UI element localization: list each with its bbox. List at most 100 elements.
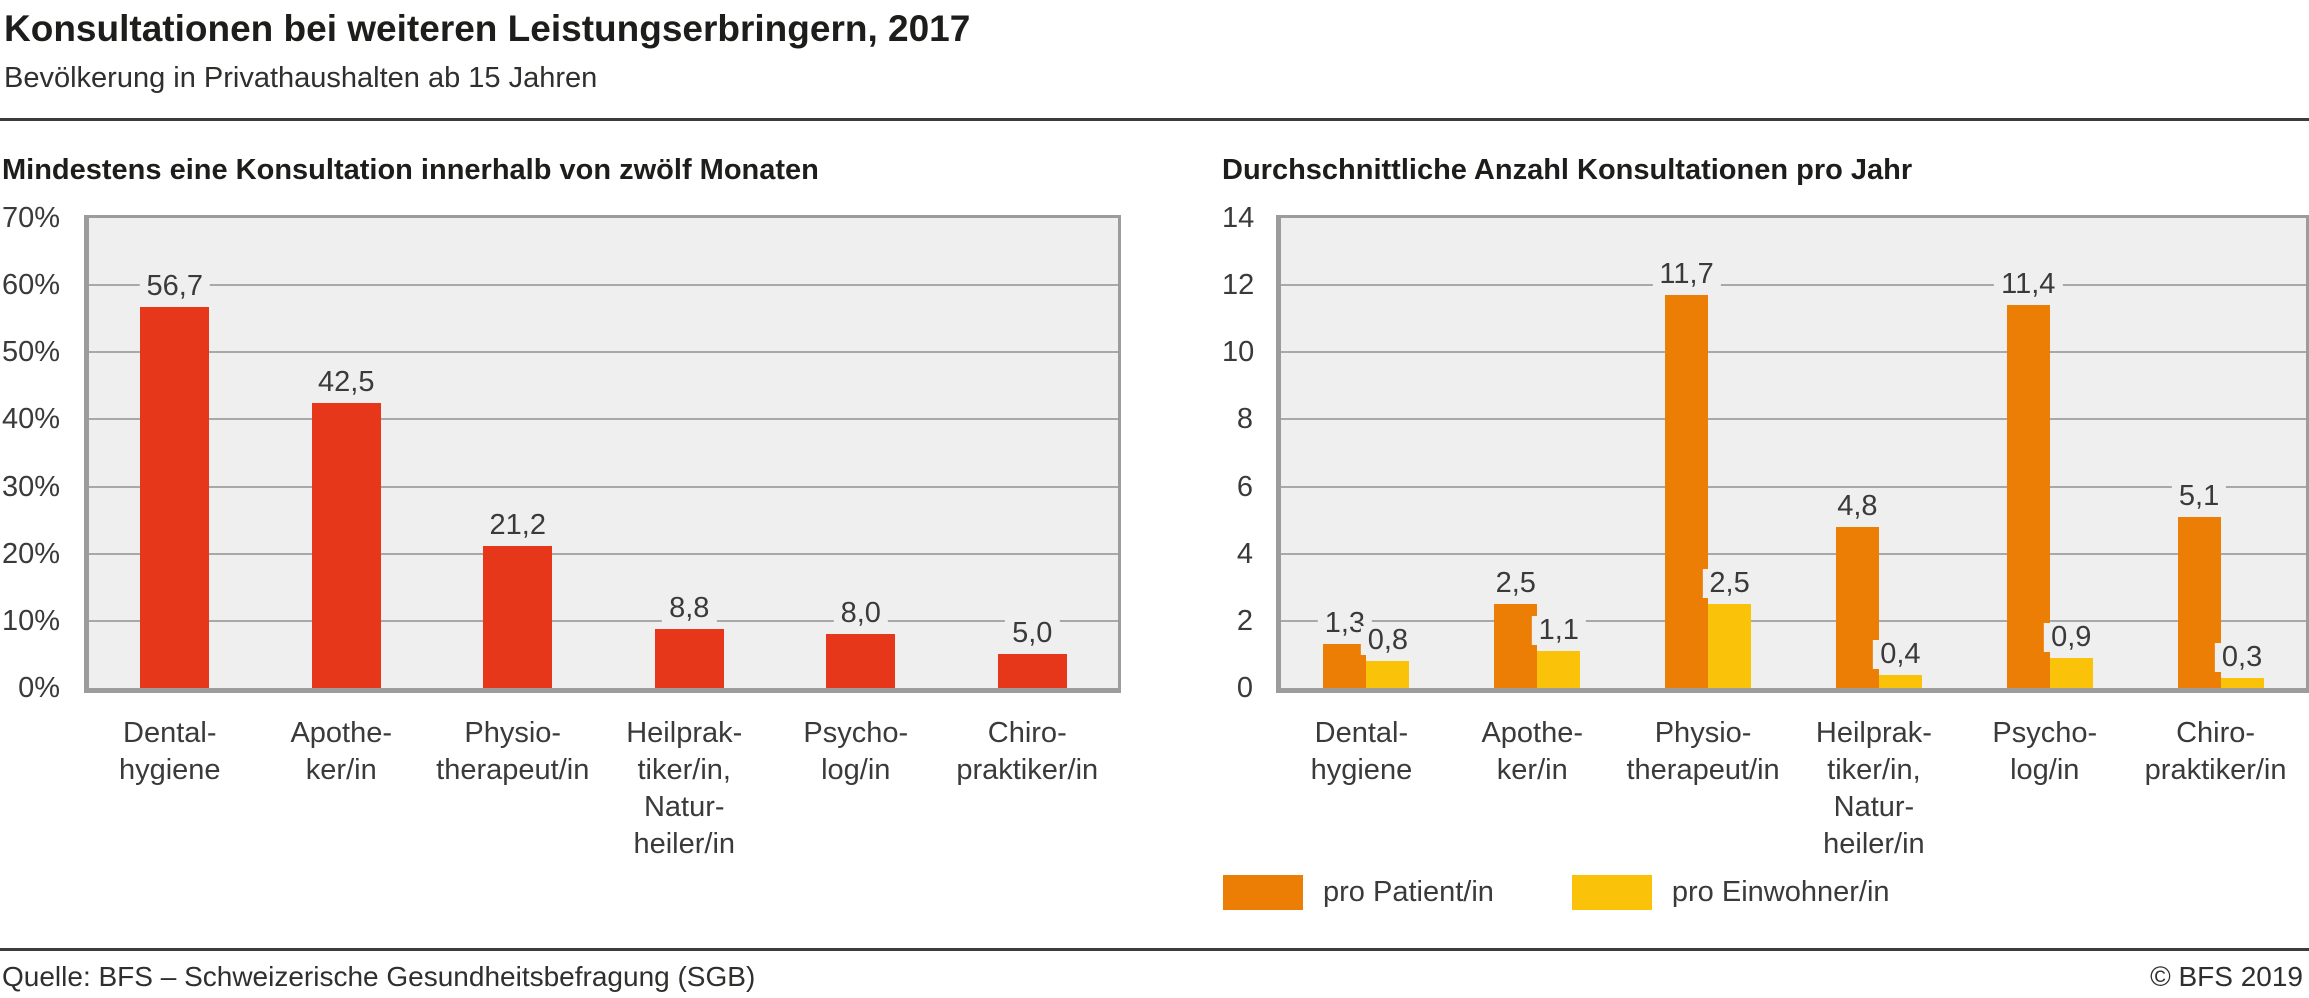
y-tick-label: 14: [1222, 202, 1255, 234]
category-label: Dental- hygiene: [118, 717, 221, 786]
category-label: Dental- hygiene: [1310, 717, 1413, 786]
bar-value-label: 1,3: [1317, 609, 1373, 639]
legend-swatch-orange: [1223, 875, 1303, 910]
bar-yellow: [1537, 651, 1581, 688]
category-label: Psycho- log/in: [1992, 717, 2098, 786]
bar-value-label: 2,5: [1488, 569, 1543, 599]
bar-value-label: 11,4: [1994, 270, 2063, 300]
gridline: [1281, 485, 2306, 488]
y-tick-label: 2: [1236, 604, 1253, 637]
gridline: [89, 351, 1118, 354]
bar-value-label: 11,7: [1652, 260, 1721, 290]
chart-title: Durchschnittliche Anzahl Konsultationen …: [1222, 154, 1913, 186]
bar-red: [311, 402, 381, 688]
gridline: [89, 418, 1118, 421]
y-tick-label: 8: [1236, 403, 1253, 436]
bar-orange: [1835, 526, 1879, 688]
plot-area: 1,3 0,8 2,5 1,1 11,7 2,5 4,8 0,4 11,4 0,9 5,1 0,3: [1276, 215, 2309, 693]
gridline: [1281, 351, 2306, 354]
y-axis: 14 12 10 8 6 4 2 0: [1222, 204, 1255, 703]
chart-body: 70% 60% 50% 40% 30% 20% 10% 0% 56,7 42,5 21,2 8,8 8…: [2, 204, 1121, 703]
header-divider: [0, 118, 2309, 121]
legend-label: pro Einwohner/in: [1671, 876, 1890, 908]
gridline: [1281, 284, 2306, 287]
bar-value-label: 4,8: [1830, 491, 1885, 521]
category-label: Chiro- praktiker/in: [2144, 717, 2287, 786]
bar-value-label: 0,3: [2214, 642, 2270, 672]
bar-orange: [1665, 295, 1709, 688]
bar-orange: [1323, 644, 1367, 688]
legend: pro Patient/in pro Einwohner/in: [1223, 875, 2305, 910]
legend-item-einwohner: pro Einwohner/in: [1571, 875, 1890, 910]
x-axis-labels: Dental- hygiene Apothe- ker/in Physio- the…: [84, 715, 1113, 880]
bar-orange: [2177, 516, 2221, 688]
bar-value-label: 42,5: [311, 367, 382, 397]
bar-yellow: [1366, 661, 1410, 688]
category-label: Apothe- ker/in: [1481, 717, 1584, 786]
category-label: Heilprak- tiker/in, Natur- heiler/in: [1815, 717, 1932, 860]
y-tick-label: 60%: [2, 269, 61, 302]
bar-value-label: 56,7: [139, 272, 210, 302]
y-tick-label: 10: [1222, 336, 1255, 369]
bar-value-label: 0,8: [1360, 626, 1416, 656]
category-label: Psycho- log/in: [803, 717, 909, 786]
bar-value-label: 21,2: [482, 510, 553, 540]
chart-consultations-per-year: Durchschnittliche Anzahl Konsultationen …: [1222, 153, 2309, 910]
y-axis: 70% 60% 50% 40% 30% 20% 10% 0%: [2, 204, 61, 703]
bar-yellow: [1878, 674, 1922, 688]
chart-body: 14 12 10 8 6 4 2 0 1,3 0,8 2,5 1,1 11,7 2,5 4,8 0,4 11,…: [1222, 204, 2309, 703]
bar-value-label: 8,0: [833, 599, 888, 629]
bar-value-label: 2,5: [1702, 569, 1757, 599]
gridline: [89, 284, 1118, 287]
page-title: Konsultationen bei weiteren Leistungserb…: [4, 8, 971, 49]
y-tick-label: 10%: [2, 604, 61, 637]
y-tick-label: 70%: [2, 202, 61, 234]
chart-title: Mindestens eine Konsultation innerhalb v…: [2, 154, 819, 186]
legend-item-patient: pro Patient/in: [1223, 875, 1494, 910]
bar-value-label: 0,4: [1873, 639, 1928, 669]
legend-swatch-yellow: [1571, 875, 1652, 910]
bar-value-label: 5,1: [2171, 481, 2227, 511]
legend-label: pro Patient/in: [1323, 876, 1494, 908]
bar-orange: [2006, 305, 2050, 688]
y-tick-label: 30%: [2, 470, 61, 503]
bar-yellow: [2049, 657, 2093, 688]
category-label: Chiro- praktiker/in: [956, 717, 1099, 786]
gridline: [1281, 619, 2306, 622]
gridline: [89, 619, 1118, 622]
y-tick-label: 40%: [2, 403, 61, 436]
gridline: [1281, 552, 2306, 555]
bar-value-label: 8,8: [662, 593, 717, 623]
category-label: Physio- therapeut/in: [1626, 717, 1780, 786]
y-tick-label: 50%: [2, 336, 61, 369]
y-tick-label: 12: [1222, 269, 1255, 302]
category-label: Physio- therapeut/in: [436, 717, 590, 786]
gridline: [1281, 418, 2306, 421]
y-tick-label: 20%: [2, 537, 61, 570]
bar-red: [654, 628, 724, 688]
gridline: [89, 485, 1118, 488]
y-tick-label: 0: [1236, 672, 1253, 704]
chart-consultation-share: Mindestens eine Konsultation innerhalb v…: [2, 153, 1121, 880]
x-axis-labels: Dental- hygiene Apothe- ker/in Physio- the…: [1276, 715, 2301, 867]
bar-red: [140, 307, 210, 688]
page-subtitle: Bevölkerung in Privathaushalten ab 15 Ja…: [4, 62, 598, 94]
y-tick-label: 4: [1236, 537, 1253, 570]
category-label: Heilprak- tiker/in, Natur- heiler/in: [626, 717, 743, 860]
bar-value-label: 1,1: [1531, 616, 1586, 646]
bar-yellow: [2220, 677, 2264, 688]
footer-divider: [0, 948, 2309, 951]
plot-area: 56,7 42,5 21,2 8,8 8,0 5,0: [84, 215, 1121, 693]
bar-yellow: [1708, 604, 1752, 688]
bar-red: [997, 654, 1067, 688]
category-label: Apothe- ker/in: [290, 717, 393, 786]
bar-value-label: 5,0: [1005, 619, 1060, 649]
bar-orange: [1494, 604, 1538, 688]
bar-red: [483, 545, 553, 688]
source-note: Quelle: BFS – Schweizerische Gesundheits…: [2, 961, 756, 992]
y-tick-label: 0%: [18, 672, 60, 704]
bar-red: [826, 634, 896, 688]
copyright-note: © BFS 2019: [2150, 961, 2303, 992]
bar-value-label: 0,9: [2044, 622, 2099, 652]
